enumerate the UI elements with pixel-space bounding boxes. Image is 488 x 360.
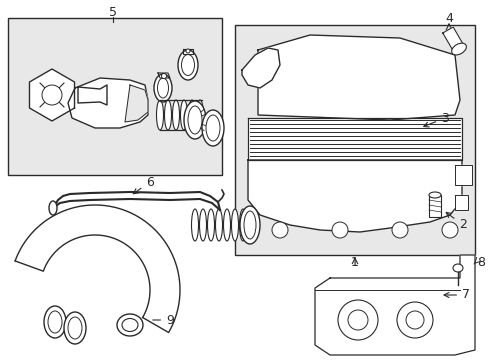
Ellipse shape — [428, 192, 440, 198]
Ellipse shape — [181, 54, 194, 76]
Polygon shape — [442, 27, 463, 52]
Ellipse shape — [202, 110, 224, 146]
Polygon shape — [247, 118, 461, 160]
Bar — [235, 25, 474, 255]
Circle shape — [161, 73, 166, 78]
Ellipse shape — [191, 209, 198, 241]
Circle shape — [391, 222, 407, 238]
Text: 8: 8 — [476, 256, 484, 269]
Text: 5: 5 — [109, 5, 117, 18]
Polygon shape — [242, 48, 280, 88]
Ellipse shape — [157, 78, 168, 98]
Text: 2: 2 — [446, 212, 466, 231]
Ellipse shape — [49, 201, 57, 215]
Text: 6: 6 — [133, 175, 154, 194]
Ellipse shape — [183, 101, 205, 139]
Ellipse shape — [196, 100, 203, 130]
Ellipse shape — [178, 50, 198, 80]
Circle shape — [396, 302, 432, 338]
Circle shape — [42, 85, 62, 105]
Polygon shape — [247, 160, 461, 232]
Polygon shape — [15, 205, 180, 333]
Ellipse shape — [164, 100, 171, 130]
Bar — [8, 18, 222, 175]
Polygon shape — [125, 85, 148, 122]
Bar — [428, 195, 440, 217]
Ellipse shape — [117, 314, 142, 336]
Ellipse shape — [205, 115, 220, 141]
Circle shape — [185, 49, 190, 53]
Circle shape — [441, 222, 457, 238]
Ellipse shape — [215, 209, 222, 241]
Text: 4: 4 — [444, 12, 452, 24]
Ellipse shape — [154, 74, 172, 102]
Ellipse shape — [172, 100, 179, 130]
Ellipse shape — [188, 100, 195, 130]
Ellipse shape — [187, 106, 202, 134]
Polygon shape — [258, 35, 459, 120]
Ellipse shape — [122, 319, 138, 332]
Text: 7: 7 — [443, 288, 469, 302]
Polygon shape — [68, 78, 148, 128]
Ellipse shape — [68, 317, 82, 339]
Ellipse shape — [48, 311, 62, 333]
Ellipse shape — [231, 209, 238, 241]
Ellipse shape — [452, 264, 462, 272]
Circle shape — [271, 222, 287, 238]
Polygon shape — [314, 255, 474, 355]
Ellipse shape — [240, 206, 260, 244]
Polygon shape — [454, 195, 467, 210]
Text: 3: 3 — [423, 112, 448, 127]
Ellipse shape — [180, 100, 187, 130]
Ellipse shape — [199, 209, 206, 241]
Polygon shape — [78, 85, 107, 105]
Ellipse shape — [223, 209, 230, 241]
Text: 1: 1 — [350, 256, 358, 269]
Ellipse shape — [44, 306, 66, 338]
Circle shape — [337, 300, 377, 340]
Text: 9: 9 — [152, 314, 174, 327]
Ellipse shape — [64, 312, 86, 344]
Ellipse shape — [244, 211, 256, 239]
Circle shape — [405, 311, 423, 329]
Circle shape — [347, 310, 367, 330]
Polygon shape — [454, 165, 471, 185]
Ellipse shape — [156, 100, 163, 130]
Ellipse shape — [451, 43, 466, 55]
Polygon shape — [29, 69, 74, 121]
Ellipse shape — [239, 209, 246, 241]
Ellipse shape — [207, 209, 214, 241]
Circle shape — [331, 222, 347, 238]
